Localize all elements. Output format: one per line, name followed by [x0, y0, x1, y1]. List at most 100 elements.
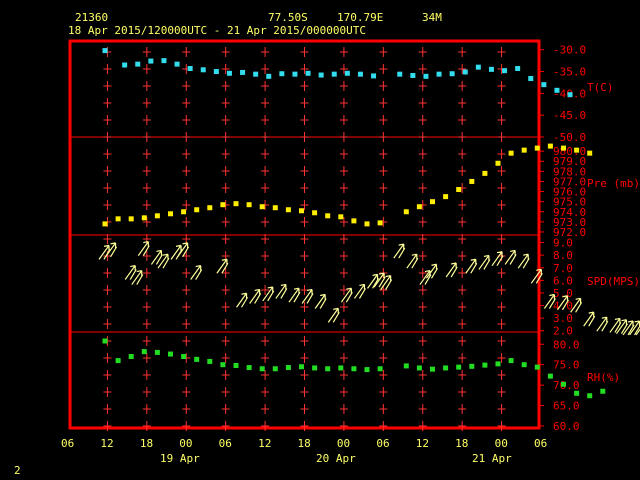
data-point [272, 366, 278, 372]
wind-barb-stroke [262, 286, 275, 302]
wind-barb-stroke [170, 244, 183, 260]
data-point [403, 209, 409, 215]
data-point [194, 207, 200, 213]
data-point [521, 147, 527, 153]
wind-barb [340, 287, 353, 303]
wind-barb [288, 287, 301, 303]
station-id: 21360 [75, 11, 109, 24]
panel-label: T(C) [587, 81, 614, 94]
wind-barb [150, 249, 163, 265]
data-point [561, 145, 566, 151]
latitude: 77.50S [268, 11, 308, 24]
data-point [141, 349, 147, 355]
data-point [312, 365, 318, 371]
x-tick-label: 18 [298, 437, 311, 450]
data-point [128, 354, 134, 360]
data-point [299, 208, 304, 214]
data-point [561, 381, 566, 387]
data-point [587, 393, 593, 399]
data-point [148, 58, 154, 64]
wind-barb-stroke [445, 262, 458, 278]
wind-barb [190, 264, 203, 280]
x-tick-label: 18 [455, 437, 468, 450]
data-point [456, 364, 462, 370]
data-point [495, 160, 501, 166]
data-point [246, 202, 252, 208]
data-point [547, 143, 553, 149]
data-point [416, 365, 422, 371]
data-point [443, 194, 449, 200]
wind-barb-stroke [491, 251, 504, 267]
data-point [554, 87, 560, 93]
wind-barb-stroke [314, 293, 327, 309]
data-point [436, 71, 442, 77]
wind-barb-stroke [570, 297, 583, 313]
data-point [115, 216, 121, 222]
data-point [233, 362, 239, 368]
x-tick-label: 18 [140, 437, 153, 450]
wind-barb-stroke [622, 320, 635, 336]
wind-barb [543, 293, 556, 309]
data-point [410, 72, 416, 78]
wind-barb-stroke [124, 264, 137, 280]
wind-barb [367, 273, 380, 289]
data-point [508, 358, 514, 364]
wind-barb [157, 253, 170, 269]
wind-barb-stroke [557, 295, 570, 311]
wind-barb [131, 269, 144, 285]
data-point [207, 205, 213, 211]
data-point [403, 363, 409, 369]
wind-barb [105, 242, 118, 258]
wind-barb-stroke [275, 283, 288, 299]
y-tick-label: 978.0 [553, 165, 586, 178]
wind-barb-stroke [419, 269, 432, 285]
x-tick-label: 00 [179, 437, 192, 450]
data-point [318, 72, 324, 78]
wind-barb-stroke [249, 288, 262, 304]
wind-barb-stroke [137, 241, 150, 256]
wind-barb [530, 268, 543, 284]
data-point [567, 92, 573, 98]
x-tick-label: 00 [337, 437, 350, 450]
data-point [168, 211, 173, 217]
data-point [430, 199, 435, 205]
panel-label: RH(%) [587, 371, 620, 384]
longitude: 170.79E [337, 11, 384, 24]
wind-barb [177, 242, 190, 258]
wind-barb-stroke [406, 253, 419, 269]
y-tick-label: 2.0 [553, 325, 573, 338]
wind-barb [504, 249, 517, 265]
wind-barb [465, 258, 478, 274]
data-point [141, 215, 147, 221]
data-point [574, 147, 580, 153]
wind-barb-stroke [177, 242, 190, 258]
wind-barb [406, 253, 419, 269]
x-tick-label: 06 [61, 437, 74, 450]
data-point [416, 204, 422, 210]
data-point [181, 209, 187, 215]
data-point [207, 358, 213, 364]
data-point [102, 48, 108, 54]
wind-barb [445, 262, 458, 278]
data-point [357, 71, 363, 77]
x-tick-label: 12 [416, 437, 429, 450]
wind-barb [314, 293, 327, 309]
wind-barb [137, 241, 150, 256]
data-point [325, 213, 331, 219]
data-point [174, 61, 180, 67]
data-point [331, 71, 337, 77]
x-tick-label: 00 [495, 437, 508, 450]
data-point [285, 207, 291, 213]
wind-barb [98, 244, 111, 260]
y-tick-label: 977.0 [553, 175, 586, 188]
wind-barb-stroke [98, 244, 111, 260]
wind-barb [124, 264, 137, 280]
y-tick-label: 75.0 [553, 359, 580, 372]
wind-barb [380, 275, 393, 290]
wind-barb [622, 320, 635, 336]
data-point [259, 366, 265, 372]
wind-barb [609, 317, 622, 333]
data-point [364, 367, 370, 373]
x-tick-label: 06 [534, 437, 547, 450]
